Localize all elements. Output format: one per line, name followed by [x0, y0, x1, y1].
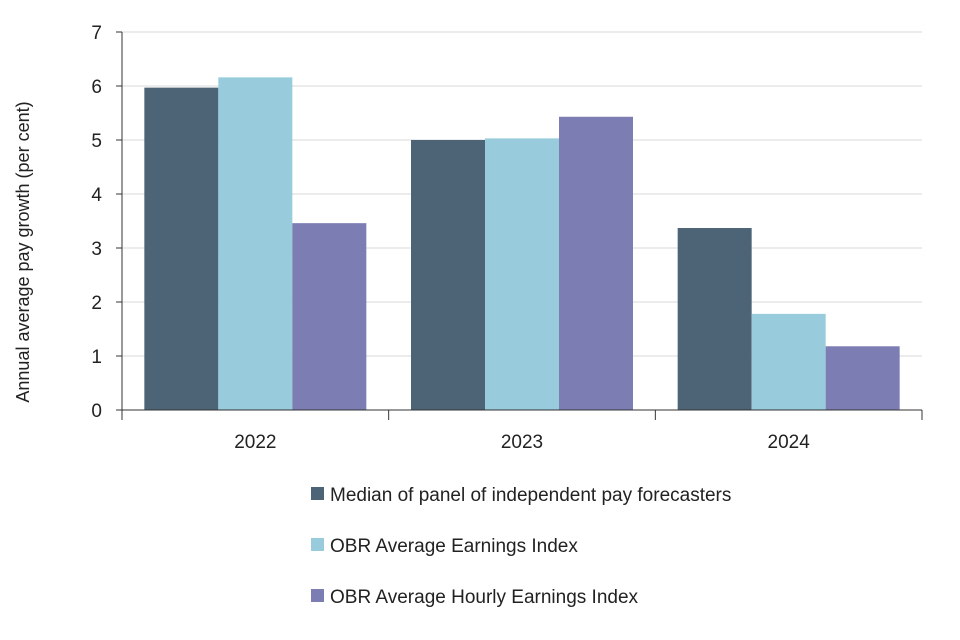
- y-tick-label: 6: [91, 77, 102, 98]
- y-tick-label: 5: [91, 131, 102, 152]
- bar-2023-series-2: [485, 138, 559, 410]
- x-tick-label: 2024: [768, 432, 811, 453]
- bar-2022-series-3: [292, 223, 367, 410]
- axes: [116, 31, 923, 420]
- y-tick-label: 4: [91, 185, 102, 206]
- bar-2023-series-3: [559, 116, 633, 410]
- y-tick-label: 1: [91, 347, 102, 368]
- y-tick-label: 0: [91, 401, 102, 422]
- y-tick-labels: 0 1 2 3 4 5 6 7: [91, 23, 102, 422]
- x-tick-label: 2023: [501, 432, 543, 453]
- bar-2024-series-2: [751, 313, 826, 410]
- y-tick-label: 3: [91, 239, 102, 260]
- bar-2024-series-1: [677, 228, 752, 410]
- x-tick-label: 2022: [234, 432, 276, 453]
- y-tick-label: 7: [91, 23, 102, 44]
- legend-swatch: [311, 589, 324, 602]
- legend-swatch: [311, 538, 324, 551]
- legend-label: OBR Average Hourly Earnings Index: [330, 587, 639, 608]
- legend: Median of panel of independent pay forec…: [311, 485, 731, 608]
- legend-label: OBR Average Earnings Index: [330, 536, 578, 557]
- bar-2022-series-2: [218, 77, 293, 411]
- y-tick-label: 2: [91, 293, 102, 314]
- bars: [144, 77, 900, 411]
- bar-2024-series-3: [825, 346, 900, 410]
- y-axis-title: Annual average pay growth (per cent): [13, 101, 33, 402]
- bar-2022-series-1: [144, 87, 219, 411]
- legend-swatch: [311, 487, 324, 500]
- bar-2023-series-1: [411, 140, 485, 410]
- x-tick-labels: 2022 2023 2024: [234, 432, 810, 453]
- legend-label: Median of panel of independent pay forec…: [330, 485, 731, 506]
